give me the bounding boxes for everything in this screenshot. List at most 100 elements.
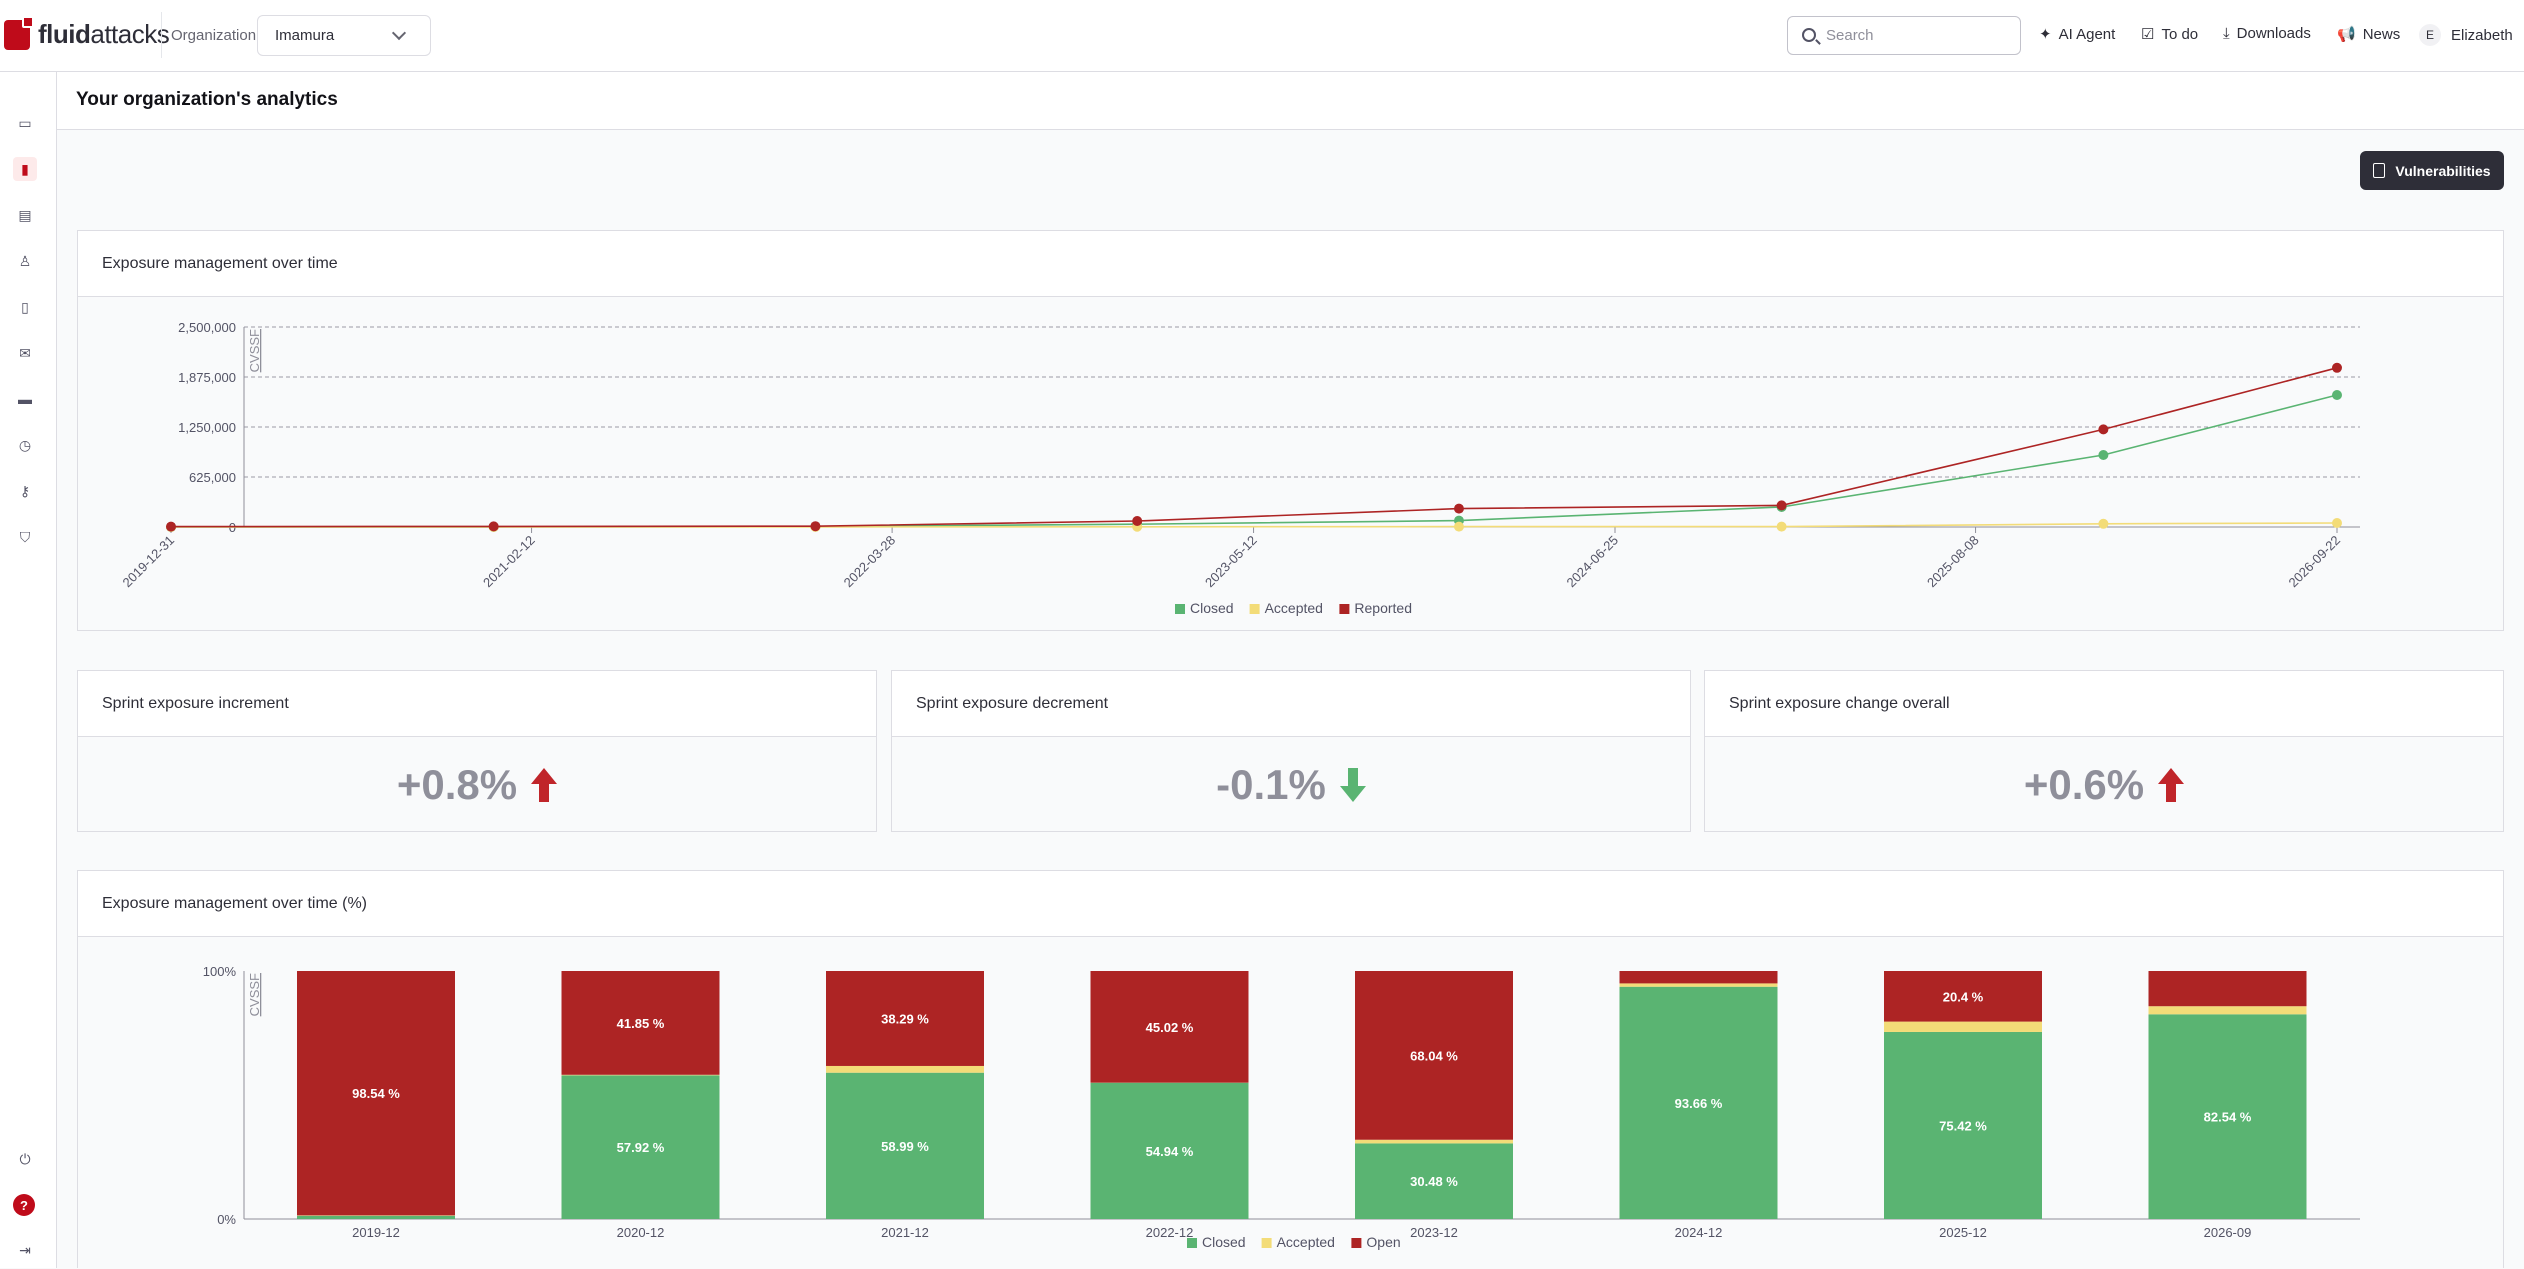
todo-button[interactable]: ☑ To do <box>2141 25 2198 43</box>
bar-data-label: 38.29 % <box>881 1011 929 1026</box>
x-tick-label: 2024-06-25 <box>1563 533 1621 591</box>
export-vulnerabilities-button[interactable]: Vulnerabilities <box>2360 151 2504 190</box>
bar-data-label: 41.85 % <box>617 1016 665 1031</box>
metric: +0.8% <box>78 761 876 809</box>
todo-label: To do <box>2161 26 2198 43</box>
x-tick-label: 2026-09-22 <box>2285 533 2343 591</box>
shield-icon[interactable]: ⛉ <box>13 525 37 549</box>
legend-label: Accepted <box>1277 1234 1335 1250</box>
bar-data-label: 54.94 % <box>1146 1144 1194 1159</box>
bar-segment-closed <box>297 1216 455 1219</box>
y-tick-label: 100% <box>203 964 237 979</box>
search-input[interactable]: Search <box>1787 16 2021 55</box>
key-icon[interactable]: ⚷ <box>13 479 37 503</box>
x-tick-label: 2020-12 <box>617 1225 665 1240</box>
chart-icon[interactable]: ▮ <box>13 157 37 181</box>
y-axis-label: CVSSF <box>247 973 262 1016</box>
x-tick-label: 2022-12 <box>1146 1225 1194 1240</box>
x-tick-label: 2026-09 <box>2204 1225 2252 1240</box>
y-tick-label: 625,000 <box>189 470 236 485</box>
checkbox-icon: ☑ <box>2141 25 2154 43</box>
arrow-up-icon <box>531 768 557 802</box>
metric-value: -0.1% <box>1216 761 1326 809</box>
bar-data-label: 45.02 % <box>1146 1020 1194 1035</box>
metric-value: +0.6% <box>2024 761 2144 809</box>
collapse-sidebar-icon[interactable]: ⇥ <box>13 1238 37 1262</box>
legend-label: Closed <box>1190 600 1234 616</box>
bar-segment-accepted <box>562 1075 720 1076</box>
ai-agent-button[interactable]: ✦ AI Agent <box>2039 25 2115 43</box>
x-tick-label: 2022-03-28 <box>841 533 899 591</box>
legend-swatch <box>1339 604 1349 614</box>
metric: -0.1% <box>892 761 1690 809</box>
bar-data-label: 75.42 % <box>1939 1118 1987 1133</box>
card-header: Exposure management over time (%) <box>78 871 2503 937</box>
x-tick-label: 2024-12 <box>1675 1225 1723 1240</box>
y-axis-label: CVSSF <box>247 329 262 372</box>
legend-swatch <box>1351 1238 1361 1248</box>
card-title: Exposure management over time <box>102 255 338 273</box>
line-chart: 2,500,0001,875,0001,250,000625,0000CVSSF… <box>78 298 2505 632</box>
x-tick-label: 2019-12-31 <box>119 533 177 591</box>
legend-swatch <box>1187 1238 1197 1248</box>
plug-icon[interactable]: ⏻ <box>13 1147 37 1171</box>
data-point-closed <box>2332 390 2342 400</box>
organization-label: Organization <box>171 27 256 44</box>
bar-data-label: 20.4 % <box>1943 989 1984 1004</box>
bar-data-label: 82.54 % <box>2204 1110 2252 1125</box>
y-tick-label: 0% <box>217 1212 236 1227</box>
download-icon: ⤓ <box>2223 25 2230 42</box>
x-tick-label: 2025-08-08 <box>1924 533 1982 591</box>
arrow-up-icon <box>2158 768 2184 802</box>
bar-segment-open <box>1620 971 1778 983</box>
page-header: Your organization's analytics <box>57 72 2524 130</box>
sparkles-icon: ✦ <box>2039 25 2052 43</box>
x-tick-label: 2021-12 <box>881 1225 929 1240</box>
card-title: Sprint exposure decrement <box>916 695 1108 713</box>
card-header: Exposure management over time <box>78 231 2503 297</box>
logo-mark-icon <box>4 20 30 50</box>
downloads-button[interactable]: ⤓ Downloads <box>2223 25 2311 42</box>
legend-swatch <box>1175 604 1185 614</box>
data-point-closed <box>2098 450 2108 460</box>
page-title: Your organization's analytics <box>76 89 338 111</box>
data-point-reported <box>1777 500 1787 510</box>
search-icon <box>1802 28 1816 42</box>
bar-data-label: 93.66 % <box>1675 1096 1723 1111</box>
briefcase-icon[interactable]: ▤ <box>13 203 37 227</box>
organization-value: Imamura <box>275 27 334 44</box>
card-header: Sprint exposure increment <box>78 671 876 737</box>
user-plus-icon[interactable]: ♙ <box>13 249 37 273</box>
organization-select[interactable]: Imamura <box>257 15 431 56</box>
data-point-accepted <box>1454 522 1464 532</box>
sidebar: ▭ ▮ ▤ ♙ ▯ ✉ ▬ ◷ ⚷ ⛉ ⏻ ? ⇥ <box>0 72 57 1268</box>
data-point-reported <box>1454 504 1464 514</box>
sprint-increment-card: Sprint exposure increment +0.8% <box>77 670 877 832</box>
metric: +0.6% <box>1705 761 2503 809</box>
top-bar: fluidattacks Organization Imamura Search… <box>0 0 2524 72</box>
bar-segment-accepted <box>1620 983 1778 986</box>
bar-segment-accepted <box>1884 1022 2042 1032</box>
news-button[interactable]: 📢 News <box>2337 25 2400 43</box>
card-title: Sprint exposure increment <box>102 695 289 713</box>
news-label: News <box>2363 26 2401 43</box>
ai-agent-label: AI Agent <box>2059 26 2116 43</box>
user-menu[interactable]: E Elizabeth <box>2419 24 2513 46</box>
credit-card-icon[interactable]: ▬ <box>13 387 37 411</box>
brand-logo[interactable]: fluidattacks <box>4 19 169 50</box>
mail-icon[interactable]: ✉ <box>13 341 37 365</box>
help-icon[interactable]: ? <box>13 1194 35 1216</box>
data-point-reported <box>2098 424 2108 434</box>
sprint-decrement-card: Sprint exposure decrement -0.1% <box>891 670 1691 832</box>
bar-chart-card: Exposure management over time (%) 100% 0%… <box>77 870 2504 1268</box>
megaphone-icon: 📢 <box>2337 25 2356 43</box>
bar-segment-accepted <box>2149 1006 2307 1014</box>
folder-icon[interactable]: ▭ <box>13 111 37 135</box>
clock-icon[interactable]: ◷ <box>13 433 37 457</box>
file-check-icon[interactable]: ▯ <box>13 295 37 319</box>
bar-segment-accepted <box>826 1066 984 1073</box>
legend-swatch <box>1262 1238 1272 1248</box>
avatar: E <box>2419 24 2441 46</box>
